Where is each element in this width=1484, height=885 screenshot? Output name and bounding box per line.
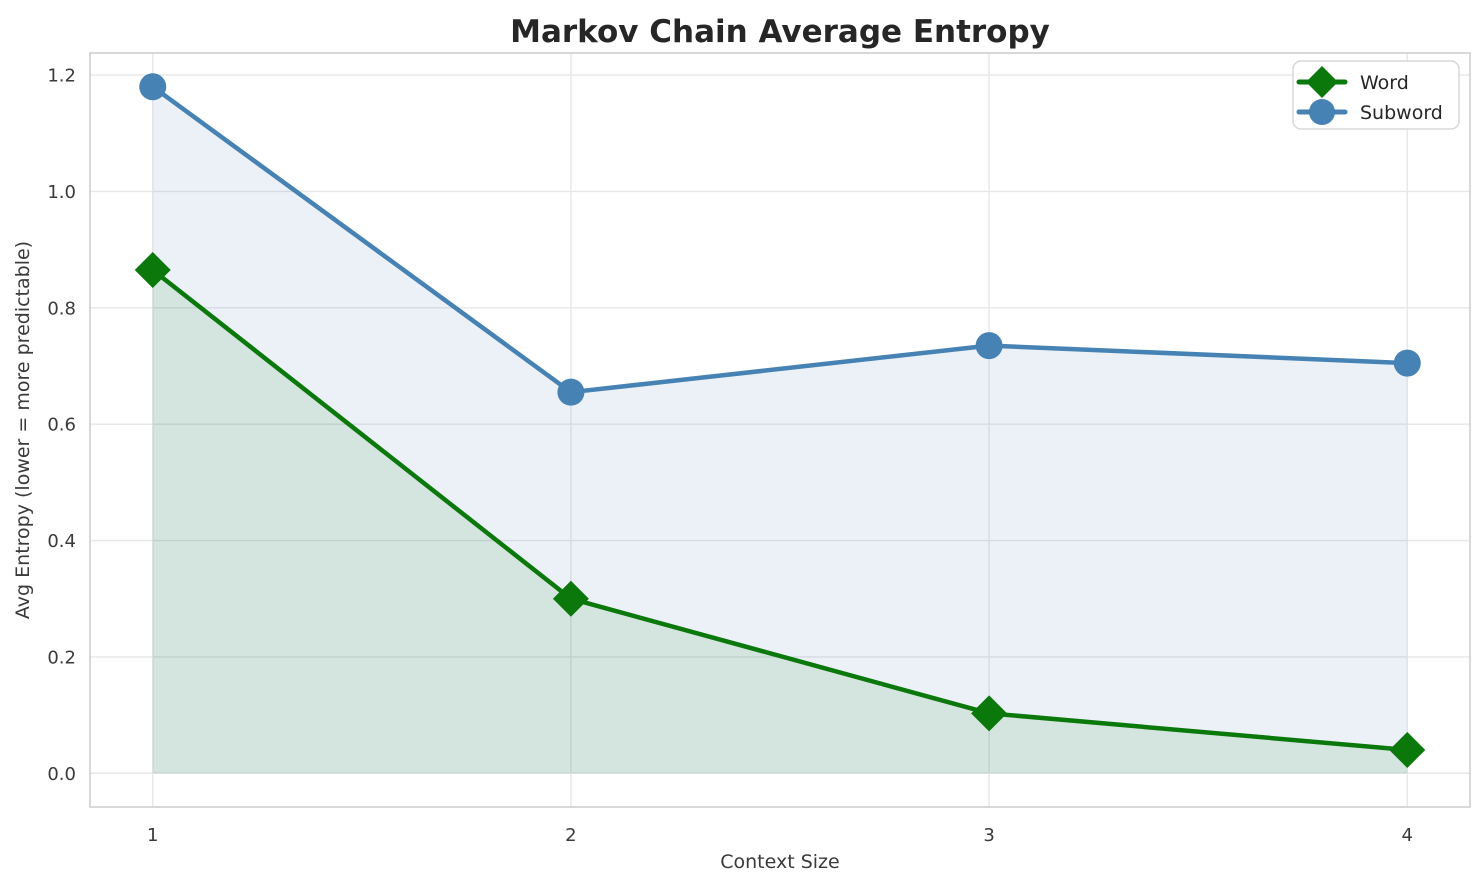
- x-axis-label: Context Size: [720, 851, 839, 873]
- y-tick-label: 0.8: [47, 298, 76, 319]
- marker-layer: [134, 73, 1426, 768]
- y-tick-label: 0.0: [47, 764, 76, 785]
- legend-label-word: Word: [1360, 72, 1409, 94]
- x-tick-label: 3: [983, 825, 994, 846]
- tick-label-layer: 0.0 0.2 0.4 0.6 0.8 1.0 1.2 1 2 3 4: [47, 66, 1413, 846]
- legend-item-word: Word: [1296, 66, 1409, 98]
- y-tick-label: 1.2: [47, 66, 76, 87]
- area-fill-word: [152, 270, 1408, 774]
- series-line-layer: [151, 84, 1408, 753]
- marker-subword-2: [557, 378, 585, 406]
- y-tick-label: 0.4: [47, 531, 76, 552]
- legend-label-subword: Subword: [1360, 102, 1443, 124]
- y-tick-label: 0.2: [47, 647, 76, 668]
- area-fill-subword: [152, 86, 1408, 774]
- y-tick-label: 0.6: [47, 415, 76, 436]
- marker-word-3: [971, 695, 1008, 732]
- marker-word-2: [552, 580, 589, 617]
- subword-circle-icon: [1309, 99, 1335, 125]
- chart-title: Markov Chain Average Entropy: [510, 14, 1050, 50]
- plot-frame: [89, 52, 1471, 808]
- grid-layer: [90, 53, 1470, 807]
- legend: Word Subword: [1292, 60, 1460, 130]
- y-axis-label: Avg Entropy (lower = more predictable): [12, 241, 34, 619]
- area-fill-layer: [152, 86, 1408, 774]
- x-tick-label: 1: [147, 825, 158, 846]
- series-line-subword: [151, 84, 1408, 395]
- series-line-word: [151, 268, 1408, 753]
- marker-subword-3: [975, 332, 1003, 360]
- marker-word-4: [1389, 731, 1426, 768]
- x-tick-label: 4: [1402, 825, 1413, 846]
- x-tick-label: 2: [565, 825, 576, 846]
- legend-item-subword: Subword: [1296, 99, 1443, 125]
- marker-subword-1: [139, 73, 167, 101]
- word-diamond-icon: [1306, 66, 1338, 98]
- y-tick-label: 1.0: [47, 182, 76, 203]
- marker-subword-4: [1393, 349, 1421, 377]
- marker-word-1: [134, 252, 171, 289]
